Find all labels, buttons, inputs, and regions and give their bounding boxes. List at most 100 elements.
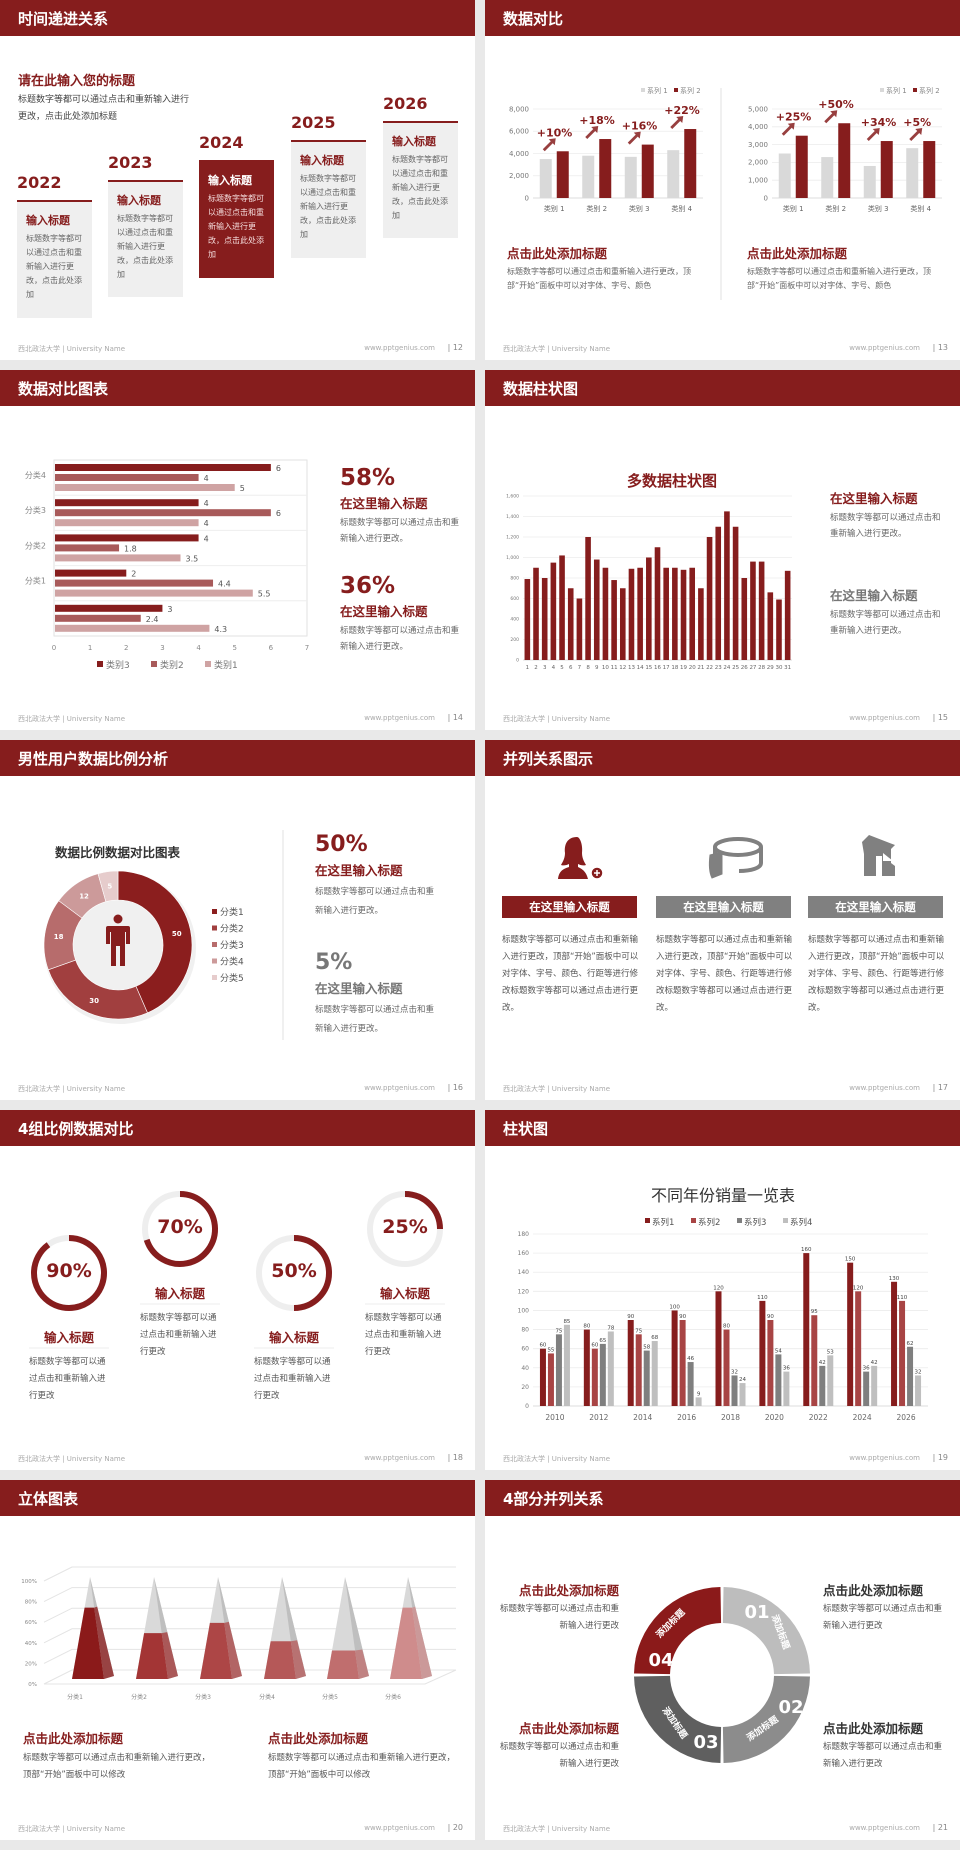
growth-arrow-icon — [627, 131, 641, 145]
icon-shape — [558, 837, 588, 879]
bar — [811, 1315, 818, 1406]
timeline-card[interactable]: 输入标题 标题数字等都可以通过点击和重新输入进行更改，点击此处添加 — [383, 121, 458, 238]
bar — [778, 153, 791, 198]
timeline-card[interactable]: 输入标题 标题数字等都可以通过点击和重新输入进行更改，点击此处添加 — [291, 140, 366, 258]
title-banner[interactable]: 在这里输入标题 — [808, 896, 943, 918]
bar — [55, 589, 253, 597]
footer-url: www.pptgenius.com — [849, 1824, 920, 1832]
bar — [795, 135, 808, 198]
legend-swatch — [913, 88, 917, 92]
gridline — [43, 1648, 456, 1664]
legend-label: 分类2 — [220, 923, 244, 935]
bar — [55, 499, 199, 507]
timeline-card[interactable]: 输入标题 标题数字等都可以通过点击和重新输入进行更改，点击此处添加 — [199, 160, 274, 278]
x-category-label: 分类3 — [195, 1693, 211, 1701]
title-banner[interactable]: 在这里输入标题 — [502, 896, 637, 918]
footer-url: www.pptgenius.com — [849, 714, 920, 722]
x-category-label: 10 — [602, 665, 609, 671]
section-title: 点击此处添加标题 — [518, 1583, 619, 1598]
timeline-card[interactable]: 输入标题 标题数字等都可以通过点击和重新输入进行更改，点击此处添加 — [17, 200, 92, 318]
y-tick-label: 400 — [510, 617, 519, 623]
slide-19-grouped-bar-chart: 柱状图 西北政法大学 | University Name www.pptgenius… — [485, 1110, 960, 1470]
bar — [55, 464, 271, 471]
data-label: 46 — [687, 1356, 694, 1362]
x-category-label: 28 — [758, 665, 765, 671]
chart-title: 不同年份销量一览表 — [650, 1186, 795, 1205]
bar — [619, 588, 626, 660]
footer-url: www.pptgenius.com — [364, 1084, 435, 1092]
timeline-card[interactable]: 输入标题 标题数字等都可以通过点击和重新输入进行更改，点击此处添加 — [108, 180, 183, 297]
x-tick-label: 3 — [160, 644, 164, 652]
x-category-label: 3 — [543, 665, 547, 671]
bar — [547, 1353, 554, 1406]
bar — [628, 568, 635, 660]
bar — [55, 509, 271, 517]
x-category-label: 分类5 — [322, 1693, 338, 1701]
legend-label: 分类5 — [220, 972, 244, 984]
legend-swatch — [880, 88, 884, 92]
data-label: 2.4 — [146, 615, 159, 624]
legend-label: 类别1 — [214, 659, 238, 671]
bar — [55, 604, 163, 612]
y-tick-label: 1,600 — [506, 494, 519, 500]
legend-label: 系列4 — [790, 1217, 812, 1228]
legend-label: 系列 1 — [647, 86, 668, 95]
slice-label: 30 — [89, 997, 99, 1005]
stat-value: 5% — [315, 950, 353, 975]
title-banner[interactable]: 在这里输入标题 — [656, 896, 791, 918]
section-title: 点击此处添加标题 — [507, 246, 608, 261]
data-label: 100 — [669, 1304, 680, 1310]
ring-percent: 50% — [271, 1260, 317, 1282]
bar — [599, 1343, 606, 1406]
y-tick-label: 180 — [518, 1231, 530, 1238]
stat-title: 在这里输入标题 — [315, 981, 403, 996]
data-label: 160 — [801, 1247, 812, 1253]
stat-value: 58% — [340, 465, 396, 491]
data-label: 120 — [713, 1285, 724, 1291]
timeline-card-title: 输入标题 — [300, 154, 344, 167]
data-label: 42 — [819, 1360, 826, 1366]
section-title: 点击此处添加标题 — [823, 1721, 924, 1736]
data-label: 65 — [599, 1338, 606, 1344]
pie-chart-3d-icon — [708, 837, 763, 879]
data-label: 1.8 — [124, 544, 137, 553]
stat-body: 标题数字等都可以通过点击和重新输入进行更改。 — [340, 518, 460, 544]
section-body: 标题数字等都可以通过点击和重新输入进行更改。 — [830, 513, 941, 539]
y-tick-label: 3,000 — [748, 141, 768, 149]
footer-university: 西北政法大学 | University Name — [18, 1455, 125, 1463]
timeline-card-body: 标题数字等都可以通过点击和重新输入进行更改，点击此处添加 — [392, 155, 448, 220]
page-number: | 20 — [447, 1823, 463, 1832]
slide-title: 数据对比 — [503, 10, 564, 28]
legend-swatch — [641, 88, 645, 92]
legend-label: 系列 2 — [919, 86, 940, 95]
section-title: 点击此处添加标题 — [518, 1721, 619, 1736]
bar — [687, 1362, 694, 1406]
legend-label: 系列1 — [652, 1217, 674, 1228]
segment-number: 01 — [744, 1602, 769, 1623]
stat-body: 标题数字等都可以通过点击和重新输入进行更改。 — [315, 1005, 435, 1034]
bar — [880, 141, 893, 198]
ring-percent: 25% — [382, 1216, 428, 1238]
footer-url: www.pptgenius.com — [849, 1454, 920, 1462]
slice-label: 12 — [79, 893, 89, 901]
bar — [55, 569, 127, 577]
x-category-label: 25 — [732, 665, 739, 671]
bar — [784, 570, 791, 660]
bar — [724, 511, 730, 660]
x-category-label: 14 — [637, 665, 644, 671]
data-label: 130 — [889, 1276, 900, 1282]
bar — [583, 1329, 590, 1406]
segment-number: 03 — [693, 1732, 718, 1753]
y-tick-label: 2,000 — [509, 172, 529, 180]
slice-label: 18 — [54, 933, 64, 941]
section-title: 点击此处添加标题 — [823, 1583, 924, 1598]
section-body: 标题数字等都可以通过点击和重新输入进行更改 — [499, 1742, 619, 1769]
footer-url: www.pptgenius.com — [364, 1824, 435, 1832]
bar — [607, 1331, 614, 1406]
bar — [863, 1371, 870, 1406]
store-door — [876, 856, 882, 876]
x-category-label: 16 — [654, 665, 661, 671]
x-category-label: 6 — [569, 665, 573, 671]
x-tick-label: 6 — [269, 644, 274, 652]
